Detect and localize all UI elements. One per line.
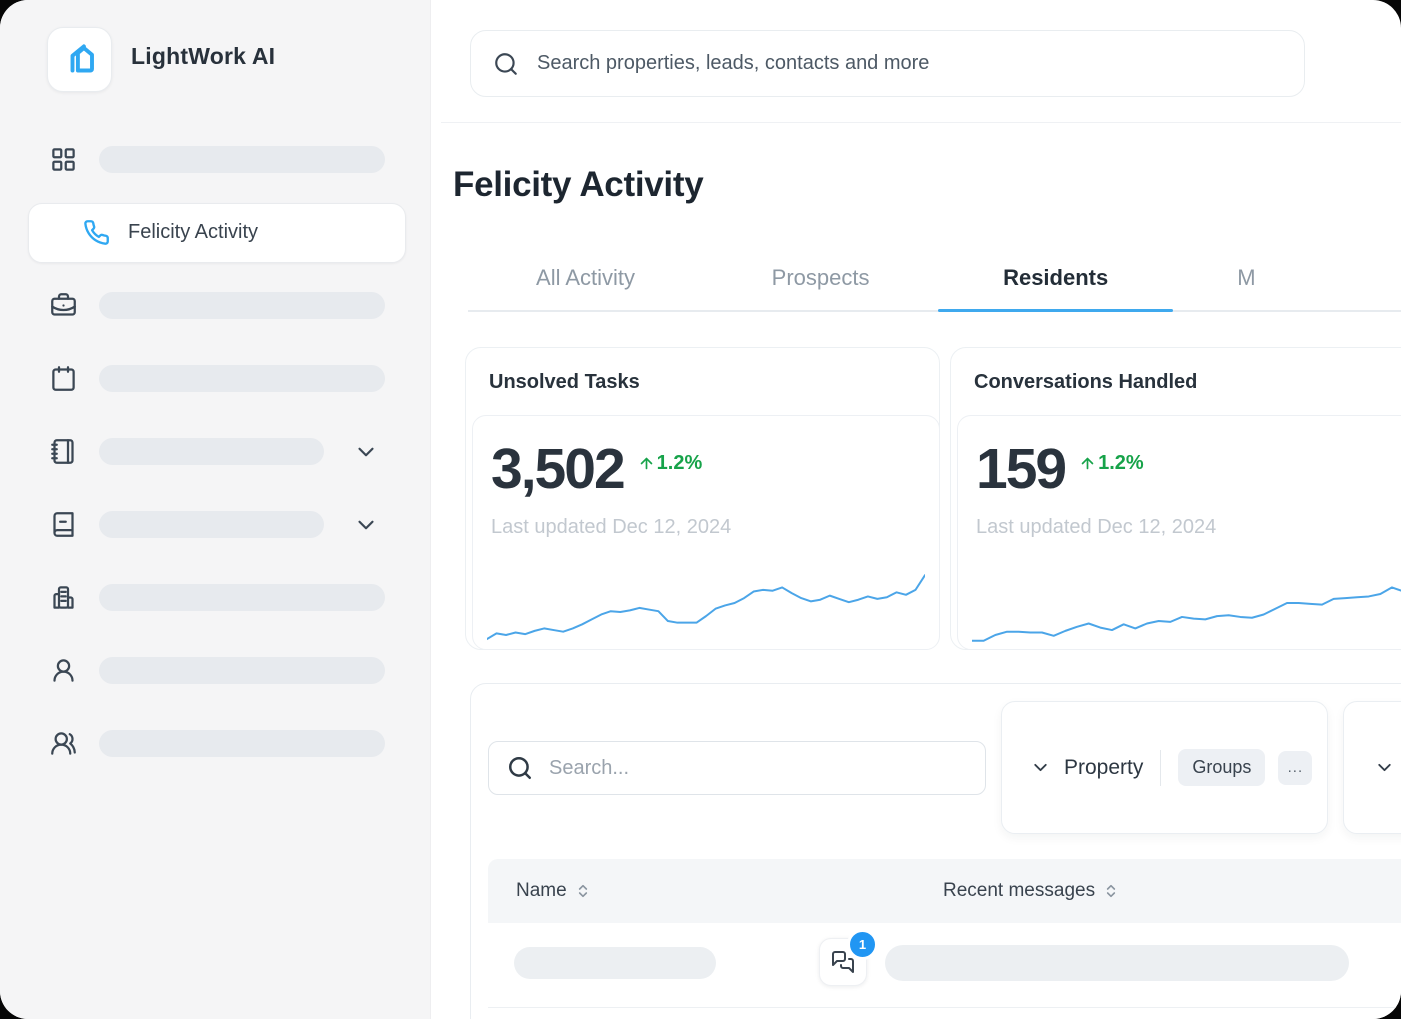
book-icon — [50, 511, 77, 538]
chat-bubbles-icon — [832, 951, 854, 973]
sidebar-item-skeleton-8[interactable] — [0, 730, 430, 757]
activity-tabs: All Activity Prospects Residents M — [468, 246, 1401, 312]
notebook-icon — [50, 438, 77, 465]
stat-body: 159 1.2% Last updated Dec 12, 2024 — [957, 415, 1401, 650]
sidebar-item-skeleton-3[interactable] — [0, 365, 430, 392]
chevron-down-icon[interactable] — [352, 511, 380, 538]
sidebar-item-label: Felicity Activity — [128, 221, 259, 243]
chevron-down-icon — [1034, 763, 1047, 772]
unread-count-badge: 1 — [847, 929, 878, 960]
arrow-up-icon — [640, 457, 652, 470]
user-icon — [50, 657, 77, 684]
sidebar-item-skeleton-5[interactable] — [0, 511, 430, 538]
messages-button[interactable]: 1 — [819, 929, 878, 986]
groups-button[interactable]: Groups — [1178, 749, 1266, 786]
message-skeleton — [885, 945, 1349, 981]
briefcase-icon — [50, 292, 77, 319]
house-logo-icon — [62, 39, 98, 80]
property-filter-label: Property — [1064, 755, 1144, 779]
sort-icon — [578, 884, 587, 898]
tab-clipped[interactable]: M — [1237, 265, 1256, 290]
sidebar-item-skeleton-7[interactable] — [0, 657, 430, 684]
building-icon — [50, 584, 77, 611]
column-header-name[interactable]: Name — [516, 859, 591, 923]
sidebar: LightWork AI Felicity Activity — [0, 0, 431, 1019]
skeleton-label — [99, 146, 385, 173]
header-divider — [441, 122, 1401, 123]
residents-table-panel: Property Groups ... Name Recent messages… — [470, 683, 1401, 1019]
chevron-down-icon[interactable] — [352, 438, 380, 465]
stat-title: Unsolved Tasks — [489, 371, 640, 393]
stat-updated: Last updated Dec 12, 2024 — [976, 516, 1217, 538]
sort-icon — [1106, 884, 1116, 898]
stat-body: 3,502 1.2% Last updated Dec 12, 2024 — [472, 415, 940, 650]
column-header-recent-messages[interactable]: Recent messages — [943, 859, 1119, 923]
secondary-filter-dropdown[interactable] — [1343, 701, 1401, 834]
sidebar-item-skeleton-1[interactable] — [0, 146, 430, 173]
table-row[interactable]: 1 — [488, 923, 1401, 1008]
users-icon — [50, 730, 77, 757]
app-logo-button[interactable] — [47, 27, 112, 92]
calendar-icon — [50, 365, 77, 392]
search-icon — [493, 51, 519, 77]
sidebar-item-skeleton-6[interactable] — [0, 584, 430, 611]
sidebar-item-skeleton-2[interactable] — [0, 292, 430, 319]
stat-delta: 1.2% — [1079, 452, 1144, 475]
table-search[interactable] — [488, 741, 986, 795]
arrow-up-icon — [1081, 457, 1094, 470]
tab-all-activity[interactable]: All Activity — [536, 265, 636, 290]
stat-card-conversations-handled: Conversations Handled 159 1.2% Last upda… — [950, 347, 1401, 650]
property-filter-dropdown[interactable]: Property Groups ... — [1001, 701, 1328, 834]
global-search-input[interactable] — [535, 51, 1282, 76]
stat-title: Conversations Handled — [974, 371, 1198, 393]
skeleton-label — [99, 365, 385, 392]
stat-updated: Last updated Dec 12, 2024 — [491, 516, 732, 538]
search-icon — [507, 755, 533, 781]
grid-icon — [50, 146, 77, 173]
table-search-input[interactable] — [547, 755, 967, 781]
skeleton-label — [99, 584, 385, 611]
stat-card-unsolved-tasks: Unsolved Tasks 3,502 1.2% Last updated D… — [465, 347, 940, 650]
sparkline-chart — [972, 562, 1401, 644]
page-title: Felicity Activity — [453, 165, 704, 204]
stat-delta: 1.2% — [638, 452, 702, 475]
sparkline-chart — [487, 562, 925, 644]
skeleton-label — [99, 292, 385, 319]
tab-prospects[interactable]: Prospects — [771, 265, 870, 290]
skeleton-label — [99, 511, 324, 538]
phone-icon — [83, 219, 110, 246]
sidebar-item-felicity-activity[interactable]: Felicity Activity — [28, 203, 406, 263]
stat-value: 3,502 — [491, 437, 626, 501]
name-skeleton — [514, 947, 716, 979]
more-options-button[interactable]: ... — [1278, 750, 1313, 785]
chevron-down-icon — [1378, 763, 1391, 772]
table-header: Name Recent messages — [488, 859, 1401, 923]
sidebar-item-skeleton-4[interactable] — [0, 438, 430, 465]
brand-name: LightWork AI — [131, 43, 276, 69]
skeleton-label — [99, 657, 385, 684]
stat-value: 159 — [976, 437, 1067, 501]
filter-divider — [1160, 749, 1162, 786]
skeleton-label — [99, 438, 324, 465]
global-search[interactable] — [470, 30, 1305, 97]
tab-residents[interactable]: Residents — [938, 246, 1174, 312]
skeleton-label — [99, 730, 385, 757]
